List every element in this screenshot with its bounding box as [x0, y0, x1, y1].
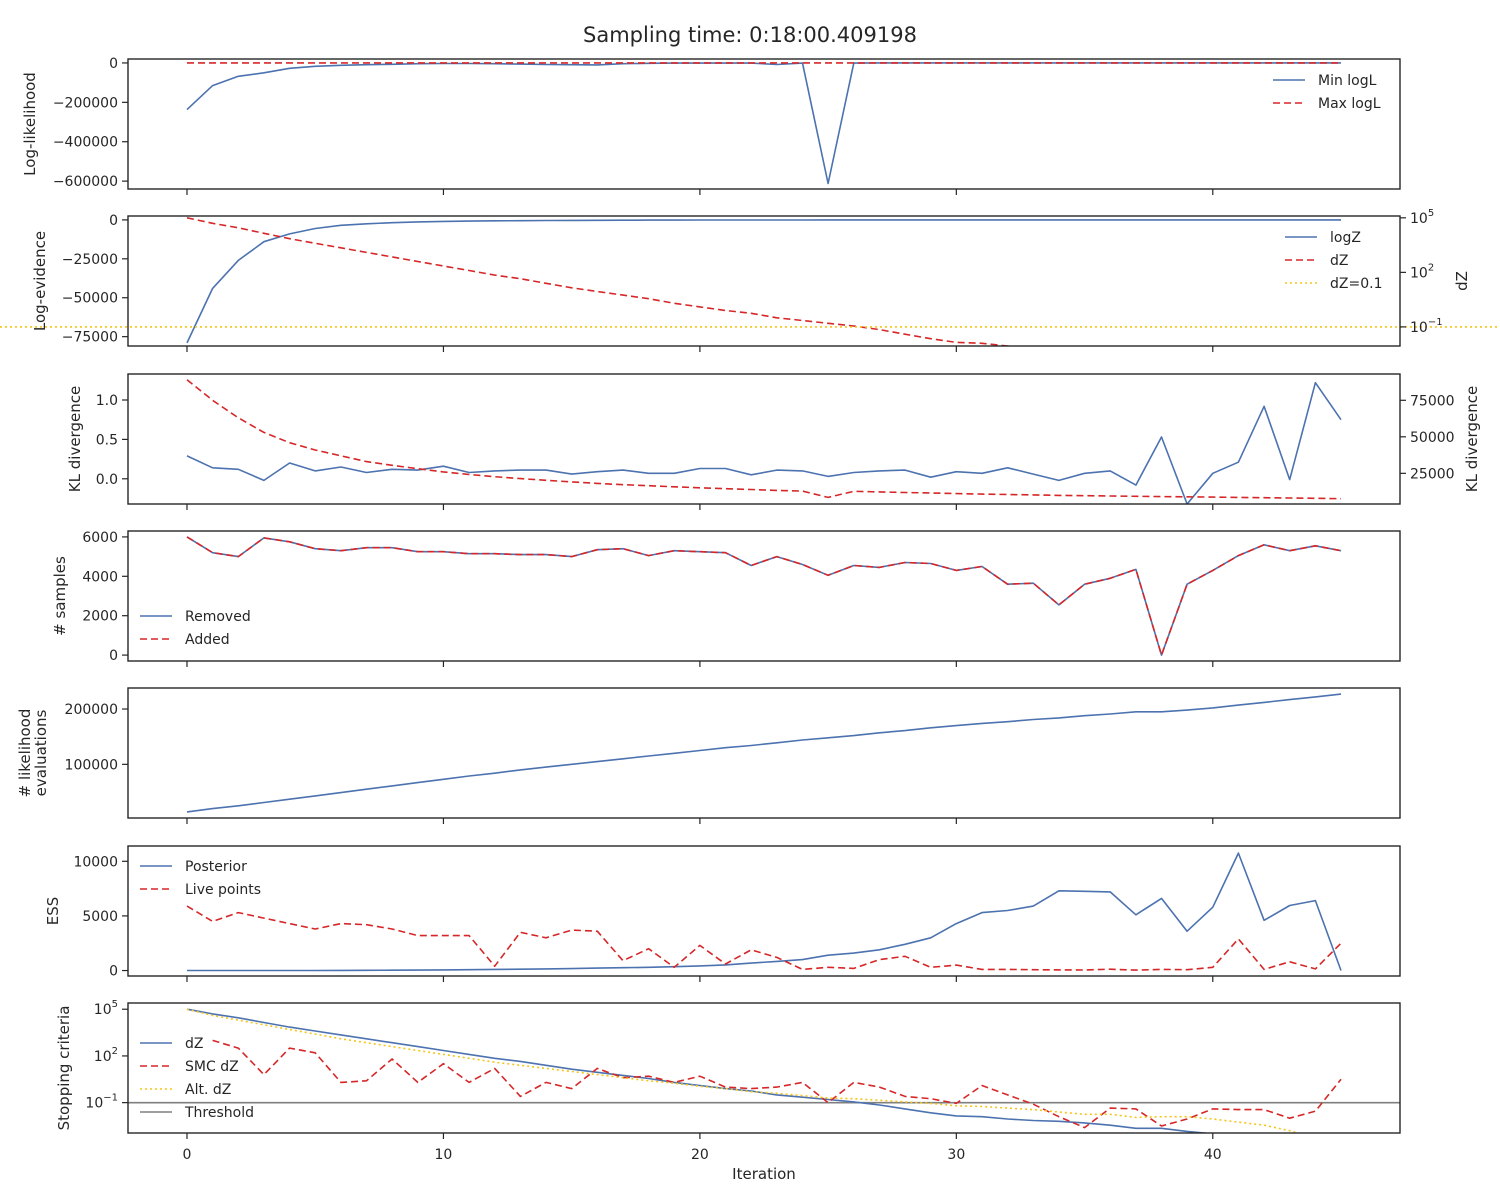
axes-frame	[127, 373, 1401, 505]
legend-label: Live points	[185, 882, 261, 898]
legend-label: dZ	[185, 1036, 203, 1052]
series-logevidence-1	[186, 217, 1020, 346]
ylabel: KL divergence	[66, 386, 84, 492]
legend-label: Min logL	[1318, 73, 1377, 89]
ytick-label: 10−1	[85, 1093, 118, 1112]
ytick-label: 5000	[82, 909, 118, 925]
xtick-label: 30	[947, 1147, 965, 1163]
ylabel-right: dZ	[1453, 271, 1471, 291]
series-ess-1	[186, 905, 1342, 971]
xlabel: Iteration	[732, 1165, 796, 1183]
ytick-label: 1.0	[96, 393, 118, 409]
ytick-label: 0.0	[96, 472, 118, 488]
series-loglike-0	[186, 62, 1341, 185]
series-stopping-2	[186, 1008, 1302, 1133]
xtick-label: 40	[1204, 1147, 1222, 1163]
xtick-label: 10	[435, 1147, 453, 1163]
panel-samples: 6000 4000 2000 0 # samples Removed Added	[51, 530, 1401, 667]
series-kl-0	[186, 381, 1342, 504]
ytick-label-right: 50000	[1410, 430, 1455, 446]
ylabel: evaluations	[32, 709, 50, 796]
panel-ess: 10000 5000 0 ESS Posterior Live points	[44, 845, 1401, 982]
ytick-label: 200000	[65, 702, 118, 718]
plot-area	[186, 62, 1341, 185]
series-stopping-0	[186, 1008, 1213, 1133]
legend-label: Added	[185, 632, 230, 648]
legend-label: Threshold	[184, 1105, 254, 1121]
plot-area	[128, 1008, 1400, 1133]
plot-area	[186, 852, 1342, 972]
axes-frame	[127, 687, 1401, 819]
ytick-label: 6000	[82, 530, 118, 546]
ytick-label: 0	[109, 213, 118, 229]
ytick-label: 102	[94, 1046, 118, 1065]
series-samples-1	[186, 536, 1342, 656]
axes-frame	[127, 530, 1401, 662]
ylabel: Stopping criteria	[55, 1006, 73, 1131]
ylabel: ESS	[44, 897, 62, 926]
series-kl-1	[186, 379, 1342, 500]
xtick-label: 20	[691, 1147, 709, 1163]
axes-frame	[127, 845, 1401, 977]
ytick-label: 0	[109, 964, 118, 980]
ytick-label: −400000	[53, 135, 118, 151]
panel-kl: 1.0 0.5 0.0 75000 50000 25000 KL divergence KL …	[66, 373, 1481, 510]
ytick-label: 0	[109, 648, 118, 664]
figure-title: Sampling time: 0:18:00.409198	[583, 23, 917, 47]
ytick-label: 0	[109, 56, 118, 72]
ytick-label-right: 102	[1410, 262, 1434, 281]
ylabel-right: KL divergence	[1463, 386, 1481, 492]
ytick-label-right: 25000	[1410, 466, 1455, 482]
axes-frame	[127, 1002, 1401, 1134]
ylabel: # likelihood	[16, 709, 34, 798]
ytick-label: 10000	[73, 854, 118, 870]
ylabel: # samples	[51, 556, 69, 636]
ytick-label-right: 105	[1410, 208, 1434, 227]
legend-label: Posterior	[185, 859, 247, 875]
xtick-label: 0	[183, 1147, 192, 1163]
panel-loglike: 0 −200000 −400000 −600000 Log-likelihood Min …	[21, 56, 1401, 195]
legend-label: Alt. dZ	[185, 1082, 231, 1098]
legend-label: Max logL	[1318, 96, 1381, 112]
panel-stopping: 105 102 10−1 Stopping criteria dZ SMC dZ Alt. …	[55, 999, 1401, 1183]
ytick-label: −50000	[62, 291, 118, 307]
ytick-label: 105	[94, 999, 118, 1018]
legend-label: Removed	[185, 609, 251, 625]
plot-area	[186, 217, 1341, 346]
ytick-label: −600000	[53, 174, 118, 190]
axes-frame	[127, 215, 1401, 347]
ytick-label: 100000	[65, 757, 118, 773]
ytick-label-right: 75000	[1410, 393, 1455, 409]
series-stopping-1	[212, 1039, 1342, 1129]
axes-frame	[127, 58, 1401, 190]
ylabel: Log-evidence	[31, 231, 49, 331]
plot-area	[186, 379, 1342, 504]
ytick-label: −200000	[53, 95, 118, 111]
ytick-label: −75000	[62, 330, 118, 346]
legend-label: dZ=0.1	[1330, 276, 1382, 292]
panel-logevidence: 0 −25000 −50000 −75000 105 102 10−1 dZ Log-evide…	[0, 208, 1500, 352]
series-ess-0	[187, 852, 1342, 972]
legend-label: logZ	[1330, 230, 1361, 246]
plot-area	[186, 693, 1342, 813]
plot-area	[186, 536, 1342, 656]
series-evals-0	[186, 693, 1342, 813]
series-logevidence-0	[186, 219, 1341, 344]
legend-label: SMC dZ	[185, 1059, 239, 1075]
ytick-label: 0.5	[96, 432, 118, 448]
ylabel: Log-likelihood	[21, 72, 39, 176]
panels: 0 −200000 −400000 −600000 Log-likelihood Min …	[0, 56, 1500, 1183]
ytick-label: 4000	[82, 569, 118, 585]
legend-label: dZ	[1330, 253, 1348, 269]
ytick-label: 2000	[82, 609, 118, 625]
ytick-label: −25000	[62, 252, 118, 268]
ytick-label-right: 10−1	[1410, 317, 1443, 336]
